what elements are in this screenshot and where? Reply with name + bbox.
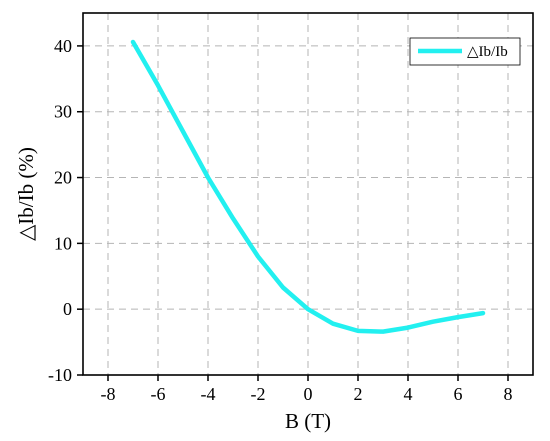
y-tick-label: 0 — [63, 299, 72, 319]
series-line — [130, 39, 486, 334]
x-tick-label: 2 — [354, 384, 363, 404]
legend-label: △Ib/Ib — [467, 44, 508, 60]
y-tick-label: 40 — [54, 36, 72, 56]
x-tick-label: 0 — [304, 384, 313, 404]
y-tick-label: -10 — [48, 365, 72, 385]
x-tick-label: 8 — [504, 384, 513, 404]
y-tick-label: 20 — [54, 168, 72, 188]
y-tick-label: 10 — [54, 233, 72, 253]
x-tick-label: 4 — [404, 384, 413, 404]
x-tick-label: -8 — [101, 384, 116, 404]
grid-lines — [83, 13, 533, 376]
x-tick-labels: -8 -6 -4 -2 0 2 4 6 8 — [101, 384, 513, 404]
y-tick-label: 30 — [54, 102, 72, 122]
axis-ticks — [77, 45, 509, 381]
legend: △Ib/Ib — [409, 37, 521, 66]
x-tick-label: -4 — [201, 384, 216, 404]
y-axis-title: △Ib/Ib (%) — [14, 147, 38, 241]
x-tick-label: -2 — [251, 384, 266, 404]
x-tick-label: -6 — [151, 384, 166, 404]
x-tick-label: 6 — [454, 384, 463, 404]
x-axis-title: B (T) — [285, 409, 331, 433]
y-tick-labels: -10 0 10 20 30 40 — [48, 36, 72, 385]
